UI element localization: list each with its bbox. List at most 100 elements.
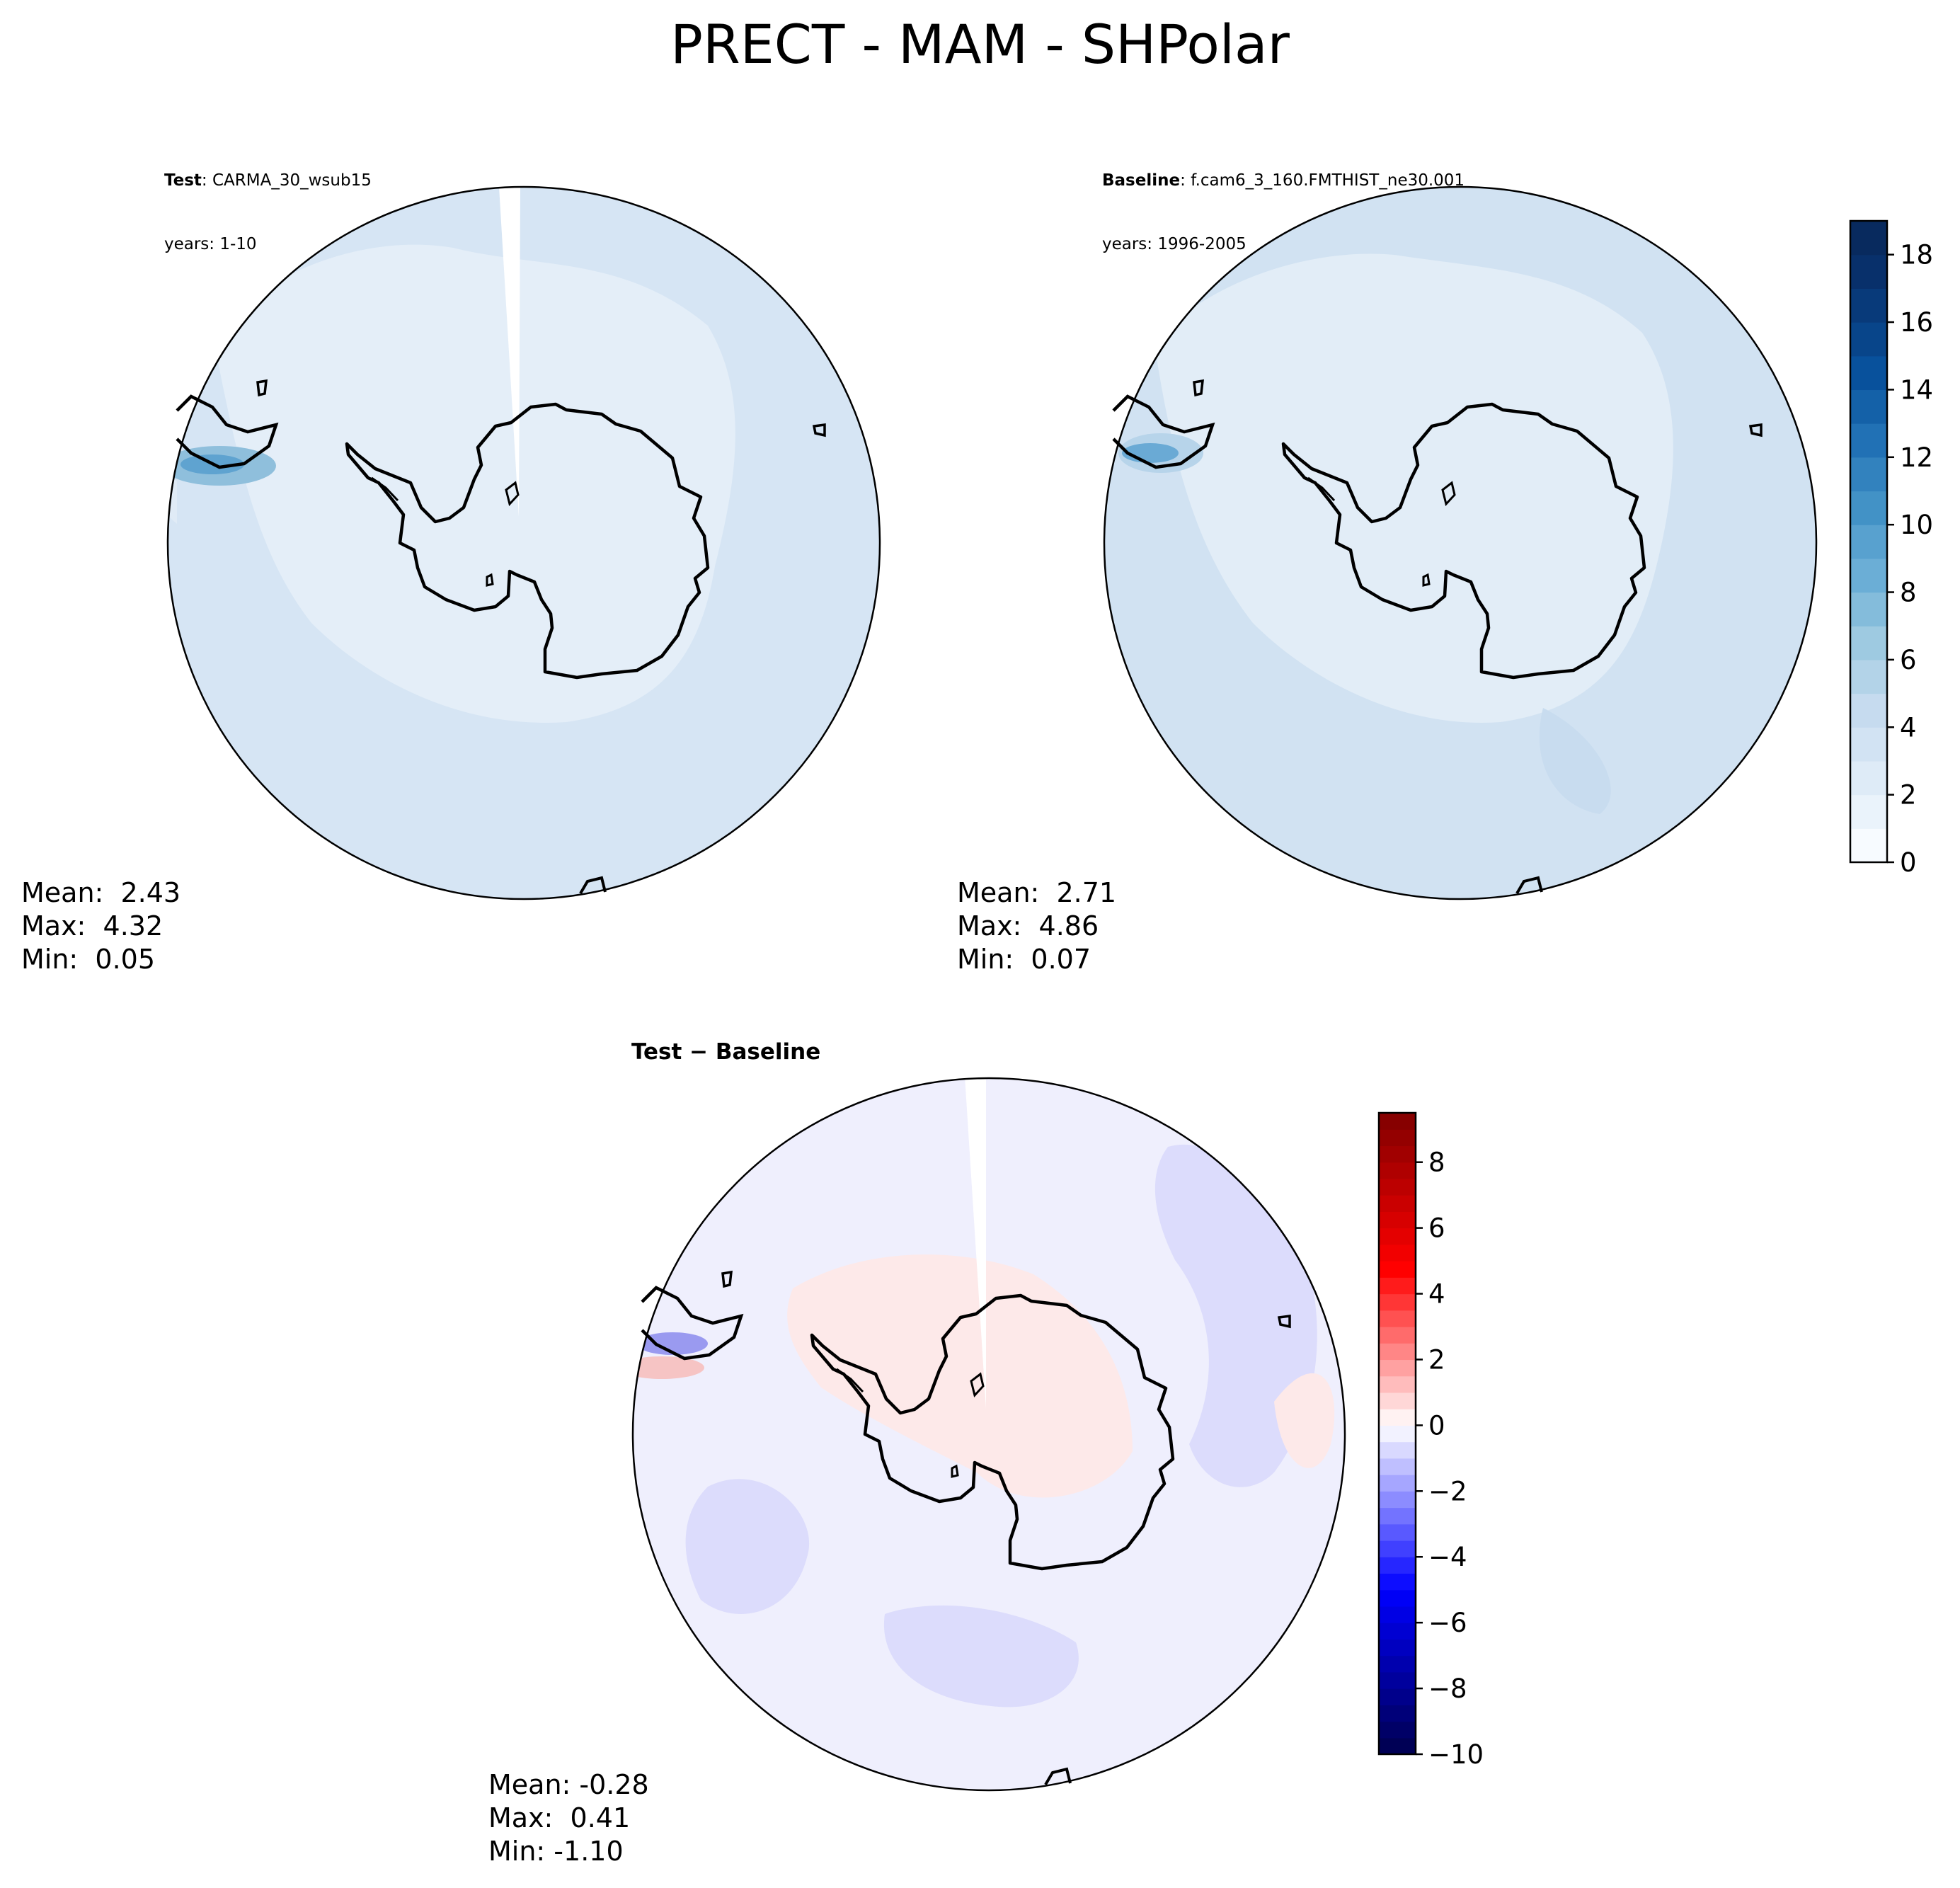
colorbar-band — [1379, 1540, 1416, 1557]
colorbar-band — [1379, 1178, 1416, 1196]
difference-negative-south — [883, 1605, 1079, 1707]
colorbar-tick-label: −2 — [1428, 1476, 1467, 1506]
colorbar-tick-label: 12 — [1900, 442, 1933, 473]
colorbar-band — [1850, 221, 1887, 256]
colorbar-tick-label: −6 — [1428, 1608, 1467, 1638]
test-falklands — [256, 379, 268, 397]
colorbar-band — [1379, 1589, 1416, 1607]
colorbar-band — [1850, 423, 1887, 458]
field-colorbar: 0 2 4 6 8 10 12 14 16 18 — [1849, 219, 1933, 878]
baseline-island — [1748, 423, 1763, 437]
baseline-south-america-coastline — [1112, 394, 1215, 469]
colorbar-tick-label: 8 — [1428, 1148, 1445, 1178]
colorbar-band — [1379, 1557, 1416, 1574]
baseline-lowprecip-ring — [1154, 253, 1673, 723]
test-map — [166, 185, 881, 900]
baseline-min: Min: 0.07 — [957, 944, 1091, 975]
difference-panel-title: Test − Baseline — [631, 1039, 821, 1065]
baseline-new-zealand-coastline — [1515, 876, 1543, 895]
colorbar-tick-label: −10 — [1428, 1739, 1484, 1770]
colorbar-band — [1850, 760, 1887, 796]
test-south-america-coastline — [176, 394, 279, 469]
colorbar-band — [1850, 727, 1887, 762]
colorbar-band — [1850, 558, 1887, 593]
colorbar-band — [1379, 1228, 1416, 1245]
colorbar-tick-label: 6 — [1428, 1213, 1445, 1244]
difference-new-zealand-coastline — [1044, 1767, 1072, 1786]
colorbar-tick-label: 4 — [1900, 712, 1917, 743]
test-years: years: 1-10 — [164, 235, 257, 253]
colorbar-band — [1379, 1359, 1416, 1377]
colorbar-band — [1850, 254, 1887, 289]
difference-colorbar: −10 −8 −6 −4 −2 0 2 4 6 8 — [1377, 1111, 1484, 1770]
colorbar-band — [1850, 322, 1887, 357]
difference-negative-patch — [637, 1332, 708, 1355]
difference-stats: Mean: -0.28 Max: 0.41 Min: -1.10 — [488, 1768, 649, 1868]
colorbar-band — [1379, 1195, 1416, 1212]
colorbar-band — [1379, 1671, 1416, 1689]
difference-south-america-coastline — [641, 1286, 744, 1361]
colorbar-band — [1850, 525, 1887, 559]
colorbar-band — [1379, 1129, 1416, 1147]
colorbar-tick-label: 6 — [1900, 645, 1917, 675]
colorbar-band — [1379, 1688, 1416, 1705]
difference-missing-data-wedge — [965, 1078, 986, 1409]
baseline-max: Max: 4.86 — [957, 910, 1099, 942]
colorbar-band — [1379, 1425, 1416, 1443]
difference-min: Min: -1.10 — [488, 1836, 624, 1867]
colorbar-tick-label: 0 — [1428, 1410, 1445, 1441]
colorbar-tick-label: −8 — [1428, 1674, 1467, 1704]
colorbar-tick-label: 8 — [1900, 578, 1917, 608]
difference-mean: Mean: -0.28 — [488, 1769, 649, 1800]
difference-max: Max: 0.41 — [488, 1802, 631, 1833]
colorbar-band — [1850, 828, 1887, 863]
baseline-case-name: : f.cam6_3_160.FMTHIST_ne30.001 — [1180, 171, 1465, 190]
baseline-map-boundary — [1103, 185, 1818, 900]
test-missing-data-wedge — [499, 187, 520, 517]
colorbar-band — [1379, 1293, 1416, 1311]
figure-title: PRECT - MAM - SHPolar — [670, 13, 1290, 76]
colorbar-band — [1379, 1441, 1416, 1459]
colorbar-band — [1379, 1475, 1416, 1492]
colorbar-band — [1379, 1573, 1416, 1591]
baseline-stats: Mean: 2.71 Max: 4.86 Min: 0.07 — [957, 876, 1116, 976]
baseline-panel-title: Baseline: f.cam6_3_160.FMTHIST_ne30.001 … — [1102, 127, 1465, 276]
test-label: Test — [164, 171, 202, 190]
colorbar-band — [1379, 1310, 1416, 1327]
colorbar-band — [1850, 389, 1887, 424]
colorbar-band — [1379, 1491, 1416, 1509]
colorbar-band — [1850, 626, 1887, 660]
baseline-mean: Mean: 2.71 — [957, 877, 1117, 908]
difference-positive-antarctica — [787, 1254, 1133, 1498]
colorbar-band — [1850, 491, 1887, 525]
colorbar-band — [1379, 1244, 1416, 1261]
baseline-years: years: 1996-2005 — [1102, 235, 1247, 253]
test-mean: Mean: 2.43 — [21, 877, 181, 908]
colorbar-band — [1379, 1606, 1416, 1623]
baseline-falklands — [1193, 379, 1204, 397]
test-map-boundary — [166, 185, 881, 900]
colorbar-band — [1379, 1162, 1416, 1179]
colorbar-band — [1379, 1392, 1416, 1409]
colorbar-tick-label: 2 — [1900, 780, 1917, 811]
colorbar-band — [1379, 1721, 1416, 1739]
colorbar-band — [1379, 1655, 1416, 1673]
colorbar-band — [1379, 1458, 1416, 1475]
colorbar-band — [1850, 693, 1887, 728]
colorbar-band — [1379, 1705, 1416, 1722]
colorbar-band — [1379, 1409, 1416, 1426]
colorbar-tick-label: 14 — [1900, 374, 1933, 405]
test-panel-title: Test: CARMA_30_wsub15 years: 1-10 — [164, 127, 372, 276]
colorbar-band — [1850, 355, 1887, 391]
colorbar-band — [1379, 1623, 1416, 1640]
colorbar-tick-label: 0 — [1900, 847, 1917, 878]
colorbar-tick-label: 10 — [1900, 510, 1933, 540]
colorbar-band — [1379, 1737, 1416, 1755]
colorbar-tick-label: −4 — [1428, 1542, 1467, 1572]
colorbar-tick-label: 4 — [1428, 1279, 1445, 1310]
test-case-name: : CARMA_30_wsub15 — [201, 171, 372, 190]
colorbar-tick-label: 2 — [1428, 1344, 1445, 1375]
colorbar-band — [1379, 1277, 1416, 1295]
colorbar-band — [1379, 1639, 1416, 1657]
